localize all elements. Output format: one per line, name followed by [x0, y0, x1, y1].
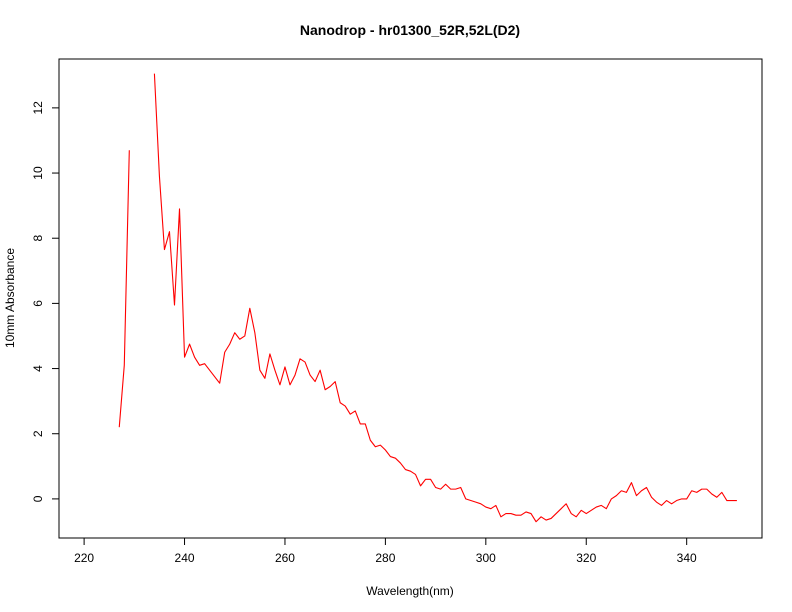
x-axis-label: Wavelength(nm): [366, 584, 454, 598]
y-axis-ticks: 0 2 4 6 8 10 12: [31, 101, 59, 502]
x-tick-label: 320: [576, 551, 596, 565]
y-tick-label: 12: [31, 101, 45, 115]
y-tick-label: 10: [31, 166, 45, 180]
y-axis-label: 10mm Absorbance: [3, 248, 17, 348]
x-tick-label: 280: [375, 551, 395, 565]
x-tick-label: 240: [175, 551, 195, 565]
x-tick-label: 260: [275, 551, 295, 565]
plot-frame: [58, 58, 763, 539]
y-tick-label: 0: [31, 495, 45, 502]
y-tick-label: 8: [31, 235, 45, 242]
x-tick-label: 220: [74, 551, 94, 565]
y-tick-label: 2: [31, 430, 45, 437]
x-axis-ticks: 220 240 260 280 300 320 340: [74, 538, 697, 565]
series-line-segment: [118, 150, 130, 428]
y-tick-label: 4: [31, 365, 45, 372]
x-tick-label: 340: [677, 551, 697, 565]
x-tick-label: 300: [476, 551, 496, 565]
series-layer: [118, 73, 737, 523]
y-tick-label: 6: [31, 300, 45, 307]
series-line-segment: [153, 73, 737, 523]
chart-title: Nanodrop - hr01300_52R,52L(D2): [300, 22, 520, 38]
